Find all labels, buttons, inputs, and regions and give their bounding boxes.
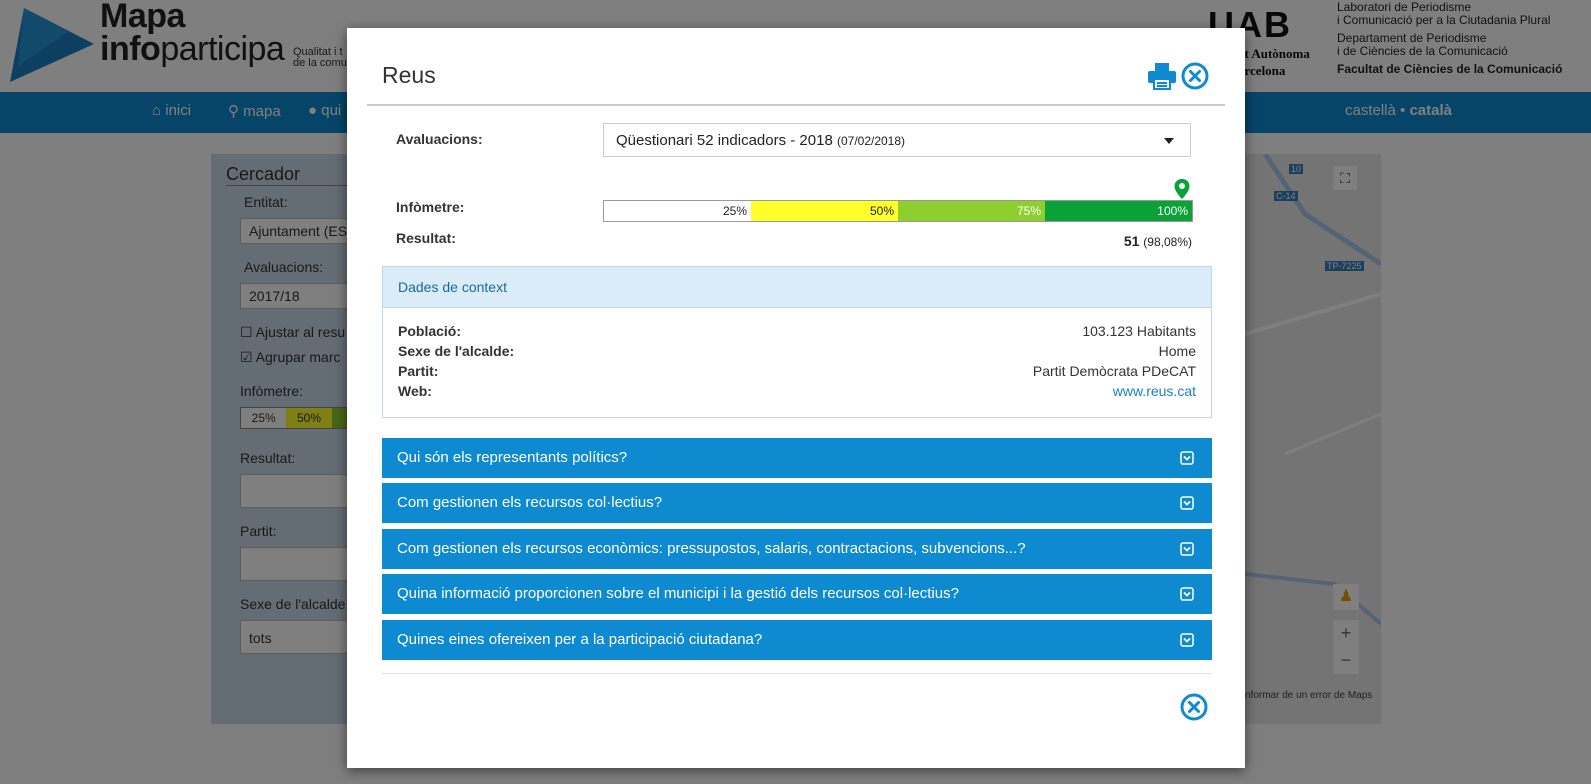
context-key: Web: <box>398 383 432 399</box>
accordion-item-representants[interactable]: Qui són els representants polítics? <box>382 438 1212 478</box>
context-row-poblacio: Població: 103.123 Habitants <box>398 323 1196 343</box>
meter-segment-50: 50% <box>751 201 898 221</box>
select-value: Qüestionari 52 indicadors - 2018 <box>616 132 833 149</box>
close-icon[interactable] <box>1180 693 1208 721</box>
context-key: Sexe de l'alcalde: <box>398 343 515 359</box>
resultat-label: Resultat: <box>396 230 456 246</box>
select-date: (07/02/2018) <box>836 134 906 148</box>
accordion-item-participacio[interactable]: Quines eines ofereixen per a la particip… <box>382 620 1212 660</box>
resultat-percent: (98,08%) <box>1143 235 1192 249</box>
web-link[interactable]: www.reus.cat <box>1112 383 1196 399</box>
accordion-label: Com gestionen els recursos econòmics: pr… <box>397 540 1026 557</box>
context-value: 103.123 Habitants <box>1082 323 1196 339</box>
context-value: Home <box>1158 343 1196 359</box>
municipality-modal: Reus Avaluacions: Qüestionari 52 indicad… <box>347 28 1245 768</box>
resultat-value: 51 (98,08%) <box>1124 233 1192 249</box>
infometre-bar: 25% 50% 75% 100% <box>603 200 1193 222</box>
avaluacions-label: Avaluacions: <box>396 131 483 147</box>
chevron-down-icon <box>1180 587 1194 601</box>
context-key: Població: <box>398 323 462 339</box>
accordion-label: Quina informació proporcionen sobre el m… <box>397 585 959 602</box>
context-key: Partit: <box>398 363 439 379</box>
context-header: Dades de context <box>383 267 1211 308</box>
accordion-label: Com gestionen els recursos col·lectius? <box>397 494 663 511</box>
close-icon[interactable] <box>1181 62 1209 90</box>
print-icon[interactable] <box>1147 61 1177 91</box>
context-row-web: Web: www.reus.cat <box>398 383 1196 403</box>
accordion-label: Qui són els representants polítics? <box>397 449 628 466</box>
infometre-label: Infòmetre: <box>396 199 465 215</box>
chevron-down-icon <box>1180 633 1194 647</box>
accordion-item-informacio[interactable]: Quina informació proporcionen sobre el m… <box>382 574 1212 614</box>
chevron-down-icon <box>1180 542 1194 556</box>
meter-segment-75: 75% <box>898 201 1045 221</box>
context-title: Dades de context <box>398 279 507 295</box>
modal-title: Reus <box>382 62 436 88</box>
accordion-item-economics[interactable]: Com gestionen els recursos econòmics: pr… <box>382 529 1212 569</box>
context-panel: Dades de context Població: 103.123 Habit… <box>382 266 1212 418</box>
resultat-score: 51 <box>1123 233 1140 249</box>
context-row-partit: Partit: Partit Demòcrata PDeCAT <box>398 363 1196 383</box>
context-row-sexe: Sexe de l'alcalde: Home <box>398 343 1196 363</box>
context-value: Partit Demòcrata PDeCAT <box>1032 363 1196 379</box>
meter-segment-100: 100% <box>1045 201 1192 221</box>
avaluacions-select[interactable]: Qüestionari 52 indicadors - 2018 (07/02/… <box>603 123 1191 157</box>
accordion-label: Quines eines ofereixen per a la particip… <box>397 631 763 648</box>
accordion-item-recursos[interactable]: Com gestionen els recursos col·lectius? <box>382 483 1212 523</box>
map-marker-icon <box>1174 179 1190 199</box>
chevron-down-icon <box>1180 496 1194 510</box>
meter-segment-25: 25% <box>604 201 751 221</box>
chevron-down-icon <box>1164 138 1174 144</box>
chevron-down-icon <box>1180 451 1194 465</box>
